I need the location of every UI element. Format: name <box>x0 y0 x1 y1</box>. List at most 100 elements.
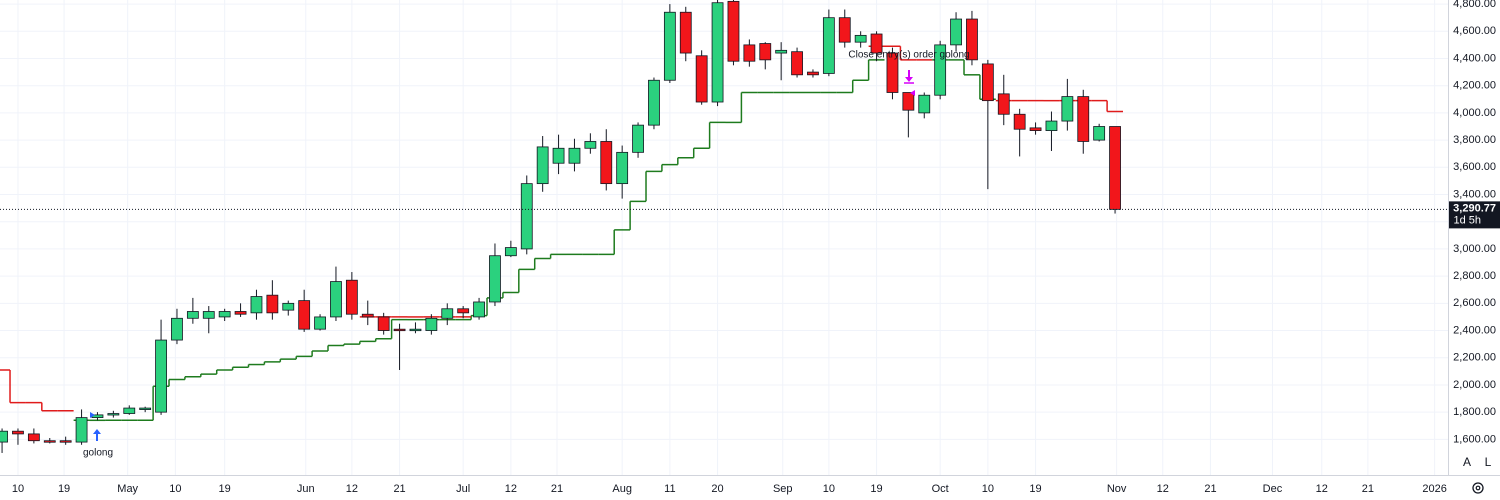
candle-body <box>1029 127 1042 131</box>
candle-body <box>202 311 215 319</box>
candle-body <box>695 55 708 103</box>
last-price-box <box>1449 201 1500 229</box>
candle-body <box>43 440 56 443</box>
candle-body <box>791 51 803 76</box>
x-tick-label: 2026 <box>1422 483 1446 495</box>
x-tick-label: 11 <box>664 483 675 495</box>
annotation: golong <box>83 448 113 459</box>
x-tick-label: Jul <box>456 483 470 495</box>
countdown-label: 1d 5h <box>1453 214 1481 226</box>
y-tick-label: 2,000.00 <box>1453 379 1496 391</box>
candle-body <box>330 281 342 318</box>
candle-body <box>663 11 676 81</box>
candle-body <box>568 147 581 164</box>
y-tick-label: 4,200.00 <box>1453 80 1496 92</box>
candle-body <box>854 34 867 43</box>
candle-body <box>186 311 199 319</box>
x-tick-label: Dec <box>1263 483 1283 495</box>
candle-body <box>12 430 24 435</box>
x-tick-label: 12 <box>346 483 358 495</box>
candle-body <box>838 17 851 43</box>
y-tick-label: 2,200.00 <box>1453 352 1496 364</box>
y-tick-label: 2,600.00 <box>1453 297 1496 309</box>
x-tick-label: 19 <box>1029 483 1041 495</box>
gear-outer <box>1472 482 1484 494</box>
candle-body <box>648 79 660 126</box>
x-tick-label: Oct <box>932 483 949 495</box>
candle-body <box>584 141 597 149</box>
y-tick-label: 4,000.00 <box>1453 107 1496 119</box>
axes: 1,600.00 1,800.00 2,000.00 2,200.00 2,400.00… <box>12 0 1500 495</box>
candle-body <box>250 296 263 314</box>
candle-body <box>473 301 485 318</box>
candle-body <box>727 0 740 62</box>
scale-button[interactable]: L <box>1485 455 1492 469</box>
x-tick-label: 20 <box>711 483 723 495</box>
candle-body <box>870 33 883 54</box>
y-tick-label: 3,000.00 <box>1453 243 1496 255</box>
candle-body <box>966 18 978 61</box>
candle-body <box>934 44 947 96</box>
candle-body <box>425 317 438 331</box>
candle-body <box>441 308 454 319</box>
x-tick-label: Aug <box>612 483 632 495</box>
grid <box>0 0 1448 475</box>
candle-body <box>27 433 40 442</box>
candle-body <box>632 124 644 153</box>
x-tick-label: 12 <box>1157 483 1169 495</box>
x-tick-label: May <box>117 483 138 495</box>
y-tick-label: 3,600.00 <box>1453 161 1496 173</box>
candle-body <box>504 247 517 257</box>
y-tick-label: 2,800.00 <box>1453 270 1496 282</box>
candle-body <box>171 317 183 341</box>
scale-button[interactable]: A <box>1463 455 1471 469</box>
x-tick-label: 19 <box>219 483 231 495</box>
candle-body <box>775 49 788 54</box>
candle-body <box>314 316 326 330</box>
candle-body <box>743 44 756 62</box>
candle-body <box>711 2 724 103</box>
candle-body <box>552 147 565 164</box>
candle-body <box>616 151 629 185</box>
y-tick-label: 3,400.00 <box>1453 188 1496 200</box>
candle-body <box>679 11 692 54</box>
candle-body <box>377 316 390 331</box>
candle-body <box>1013 113 1026 130</box>
y-tick-label: 1,800.00 <box>1453 406 1496 418</box>
candle-body <box>282 302 295 311</box>
candle-body <box>886 52 899 93</box>
candle-body <box>489 255 501 303</box>
x-tick-label: Sep <box>773 483 793 495</box>
candle-body <box>218 311 231 318</box>
candle-body <box>393 328 406 332</box>
candle-body <box>0 430 8 443</box>
y-tick-label: 4,800.00 <box>1453 0 1496 10</box>
candle-body <box>600 141 613 185</box>
settings-icon[interactable] <box>1472 482 1484 494</box>
x-tick-label: 12 <box>1316 483 1328 495</box>
x-tick-label: 12 <box>505 483 517 495</box>
candle-body <box>1077 96 1090 142</box>
candle-body <box>234 311 247 315</box>
candle-body <box>107 413 120 416</box>
y-tick-label: 2,400.00 <box>1453 324 1496 336</box>
candle-body <box>918 94 931 114</box>
x-tick-label: 19 <box>58 483 70 495</box>
candle-body <box>361 313 374 318</box>
x-tick-label: Nov <box>1107 483 1127 495</box>
y-tick-label: 1,600.00 <box>1453 433 1496 445</box>
candle-body <box>298 300 311 330</box>
candle-body <box>520 183 533 250</box>
last-price-label: 3,290.77 <box>1453 202 1496 214</box>
candle-body <box>1061 96 1074 122</box>
annotation: Close entry(s) order golong <box>848 50 969 61</box>
y-tick-label: 3,800.00 <box>1453 134 1496 146</box>
candle-body <box>536 146 549 185</box>
x-tick-label: 21 <box>1362 483 1374 495</box>
candle-body <box>155 339 167 413</box>
x-tick-label: Jun <box>297 483 315 495</box>
x-tick-label: 19 <box>870 483 882 495</box>
candle-body <box>807 71 819 76</box>
exit-arrow <box>905 70 913 82</box>
